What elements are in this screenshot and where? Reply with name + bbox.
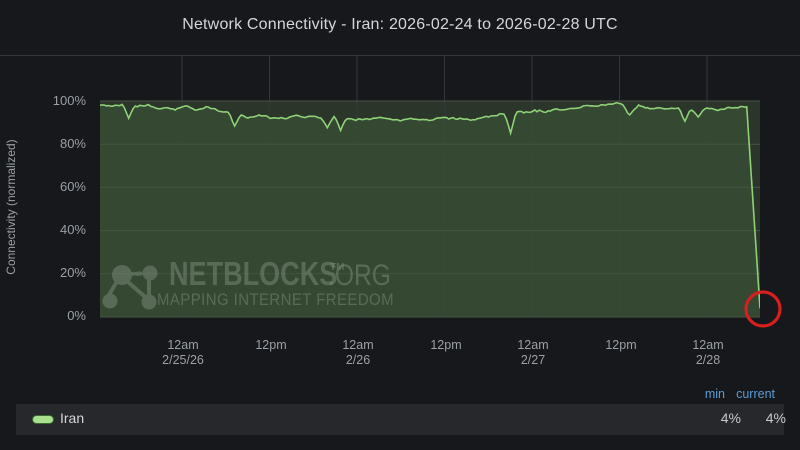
svg-text:NETBLOCKS: NETBLOCKS (169, 257, 337, 293)
svg-text:.ORG: .ORG (328, 258, 391, 292)
svg-text:MAPPING INTERNET FREEDOM: MAPPING INTERNET FREEDOM (157, 291, 394, 309)
